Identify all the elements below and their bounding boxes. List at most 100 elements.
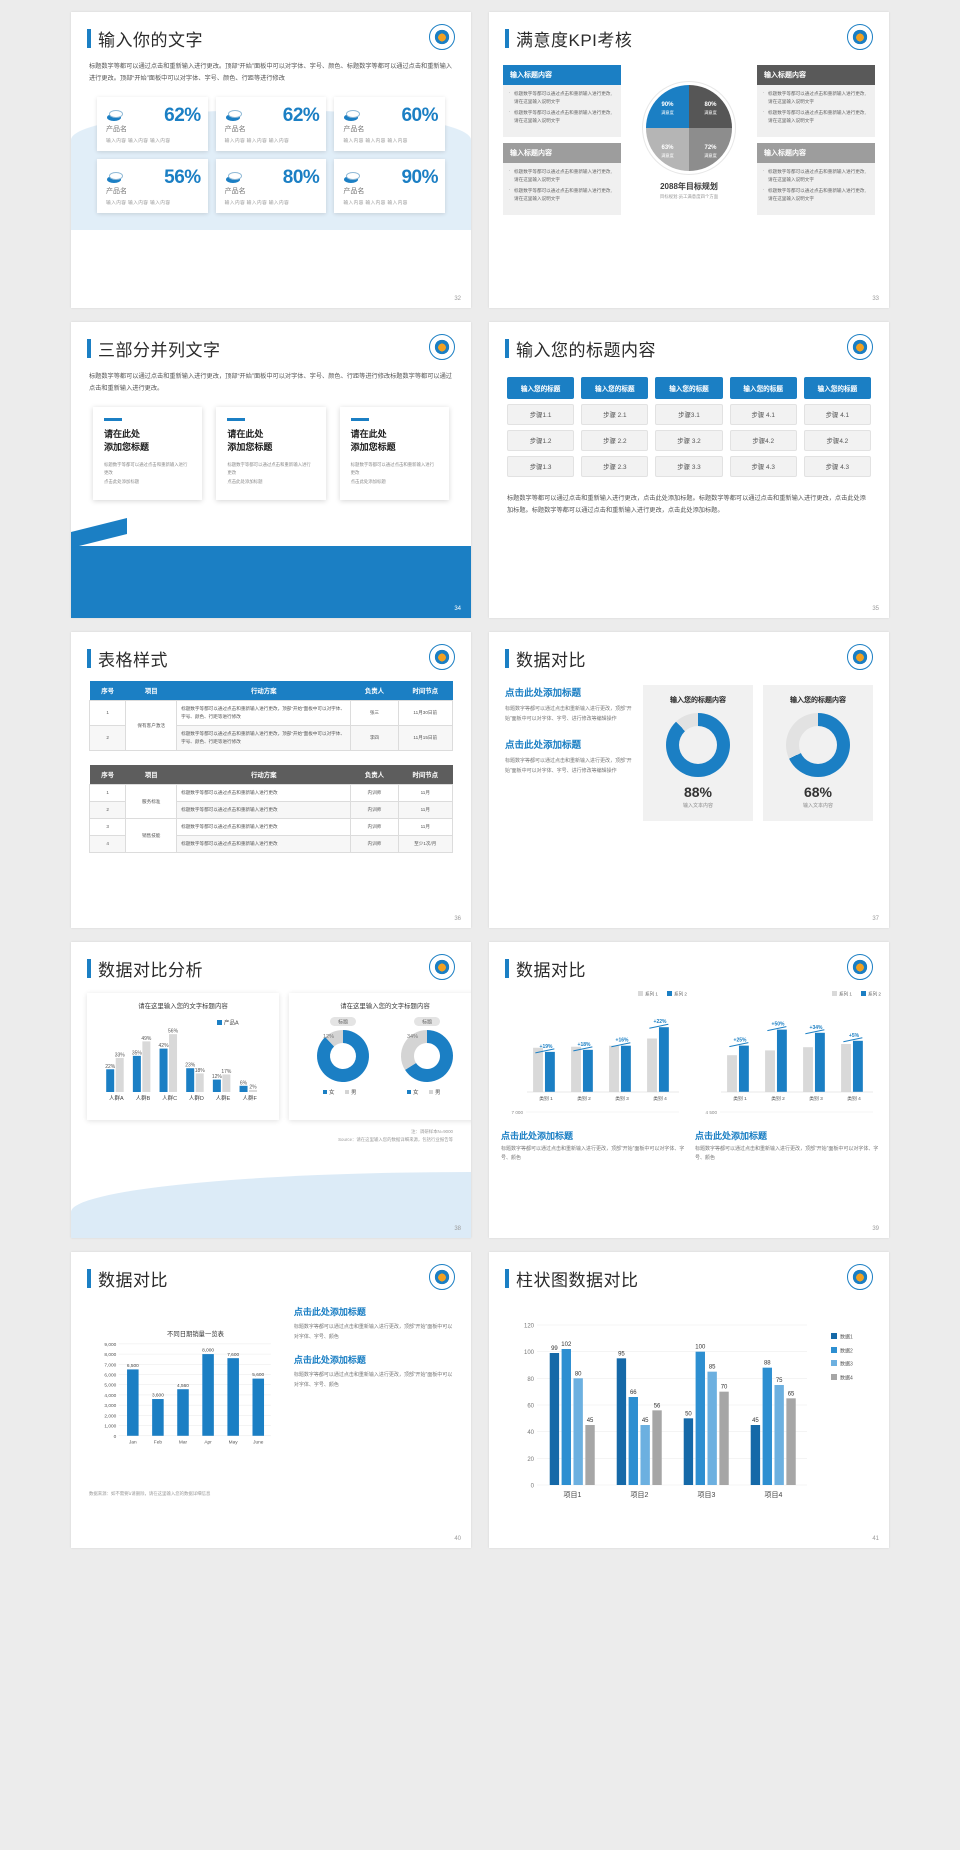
bar-chart-panel: 请在这里输入您的文字标题内容 22% 33% 人群A 35% 49% 人群B 42% 56% 人… (87, 993, 279, 1120)
step-cell[interactable]: 步骤1.2 (507, 430, 575, 451)
svg-text:类别 2: 类别 2 (771, 1095, 785, 1102)
cell-index: 4 (88, 835, 127, 854)
step-cell[interactable]: 步骤1.1 (507, 404, 575, 425)
left-column: 输入标题内容 标题数字等都可以通过点击和重新输入进行更改,请在这里输入说明文字 … (503, 65, 621, 215)
step-cell[interactable]: 步骤4.2 (803, 430, 871, 451)
svg-text:项目2: 项目2 (631, 1491, 649, 1499)
slide-37-title-group: 数据对比 (489, 632, 889, 671)
cell-date: 11月 (397, 801, 454, 820)
step-column-header[interactable]: 输入您的标题 (655, 377, 723, 399)
donut-value: 68% (803, 784, 833, 800)
block-heading[interactable]: 点击此处添加标题 (505, 740, 582, 751)
page-title: 数据对比 (516, 651, 586, 670)
step-cell[interactable]: 步骤4.2 (729, 430, 797, 451)
info-box[interactable]: 输入标题内容 标题数字等都可以通过点击和重新输入进行更改,请在这里输入说明文字 … (757, 65, 875, 137)
step-cell[interactable]: 步骤 2.1 (581, 404, 649, 425)
cell-index: 1 (88, 699, 127, 727)
block-heading[interactable]: 点击此处添加标题 (293, 1355, 366, 1365)
info-box-body: 标题数字等都可以通过点击和重新输入进行更改,请在这里输入说明文字 标题数字等都可… (757, 85, 875, 137)
step-column-header[interactable]: 输入您的标题 (581, 377, 649, 399)
page-number: 39 (872, 1226, 879, 1232)
svg-text:类别 2: 类别 2 (577, 1095, 591, 1102)
block-heading[interactable]: 点击此处添加标题 (505, 688, 582, 699)
pie-quadrant: 80% 满意度 (689, 85, 732, 128)
svg-text:6,500: 6,500 (127, 1363, 139, 1369)
kpi-sub: 输入内容 输入内容 输入内容 (224, 201, 290, 207)
page-number: 32 (454, 296, 461, 302)
chart-caption[interactable]: 点击此处添加标题 (501, 1130, 574, 1141)
page-title: 表格样式 (98, 651, 168, 670)
svg-text:类别 1: 类别 1 (539, 1095, 553, 1102)
svg-text:6%: 6% (240, 1080, 248, 1086)
monthly-sales-bar-chart: 不同日期销量一览表 9,000 8,000 7,000 6,000 5,000 4,000 3… (104, 1329, 271, 1446)
legend-item: 数据3 (831, 1360, 853, 1368)
kpi-percent: 62% (164, 105, 201, 127)
bullet: 标题数字等都可以通过点击和重新输入进行更改,请在这里输入说明文字 (763, 186, 869, 203)
donut-panel: 输入您的标题内容 68% 输入文本内容 (763, 685, 873, 821)
coin-icon (225, 171, 242, 185)
text-card[interactable]: 请在此处 添加您标题 标题数字等都可以通过点击和重新输入进行更改 点击此处添加标… (93, 407, 203, 500)
svg-text:45: 45 (587, 1418, 594, 1424)
kpi-card[interactable]: 60% 产品名 输入内容 输入内容 输入内容 (334, 97, 445, 152)
step-cell[interactable]: 步骤 4.1 (803, 404, 871, 425)
step-cell[interactable]: 步骤 4.1 (729, 404, 797, 425)
coin-icon (343, 109, 361, 123)
step-cell[interactable]: 步骤 3.3 (655, 456, 723, 477)
step-cell[interactable]: 步骤 4.3 (729, 456, 797, 477)
slide-41: 柱状图数据对比 120 100 80 60 40 20 0 99 102 80 45 项目1 95 66 4… (489, 1252, 889, 1548)
info-box[interactable]: 输入标题内容 标题数字等都可以通过点击和重新输入进行更改,请在这里输入说明文字 … (503, 65, 621, 137)
info-box-header: 输入标题内容 (503, 65, 621, 85)
chart-caption[interactable]: 点击此处添加标题 (695, 1130, 768, 1141)
step-cell[interactable]: 步骤 2.2 (581, 430, 649, 451)
svg-text:人群F: 人群F (242, 1094, 257, 1102)
donut-chart (666, 713, 730, 777)
kpi-card[interactable]: 90% 产品名 输入内容 输入内容 输入内容 (334, 159, 445, 214)
kpi-name: 产品名 (106, 126, 127, 134)
step-column-header[interactable]: 输入您的标题 (803, 377, 871, 399)
text-card[interactable]: 请在此处 添加您标题 标题数字等都可以通过点击和重新输入进行更改 点击此处添加标… (216, 407, 326, 500)
svg-text:8,000: 8,000 (104, 1352, 116, 1358)
table-row[interactable]: 3 销售技能 标题数字等都可以通过点击和重新输入进行更改 内训师 11月 (88, 818, 454, 854)
kpi-card[interactable]: 62% 产品名 输入内容 输入内容 输入内容 (215, 97, 327, 152)
svg-text:女: 女 (413, 1088, 419, 1096)
cell-date: 11月15日前 (397, 725, 454, 752)
card-accent-dash (350, 418, 369, 421)
brand-logo-icon (847, 954, 873, 980)
text-card[interactable]: 请在此处 添加您标题 标题数字等都可以通过点击和重新输入进行更改 点击此处添加标… (339, 407, 449, 500)
step-cell[interactable]: 步骤 3.2 (655, 430, 723, 451)
kpi-card[interactable]: 56% 产品名 输入内容 输入内容 输入内容 (97, 159, 208, 214)
title-accent-bar (87, 339, 91, 358)
svg-text:May: May (229, 1440, 239, 1446)
cell-owner: 内训师 (350, 784, 399, 803)
kpi-card[interactable]: 80% 产品名 输入内容 输入内容 输入内容 (215, 159, 327, 214)
slide-34: 三部分并列文字 标题数字等都可以通过点击和重新输入进行更改，顶部“开始”面板中可… (71, 322, 471, 618)
table-row[interactable]: 2 标题数字等都可以通过点击和重新输入进行更改 内训师 11月 (88, 801, 454, 820)
info-box-body: 标题数字等都可以通过点击和重新输入进行更改,请在这里输入说明文字 标题数字等都可… (757, 163, 875, 215)
svg-text:人群D: 人群D (189, 1094, 204, 1102)
table-row[interactable]: 4 标题数字等都可以通过点击和重新输入进行更改 内训师 至少1次/月 (88, 835, 454, 854)
brand-logo-icon (847, 644, 873, 670)
table-row[interactable]: 1 服务标准 标题数字等都可以通过点击和重新输入进行更改 内训师 11月 (88, 784, 454, 820)
step-column-header[interactable]: 输入您的标题 (729, 377, 797, 399)
step-column-header[interactable]: 输入您的标题 (507, 377, 575, 399)
svg-text:9,000: 9,000 (104, 1342, 116, 1348)
svg-text:男: 男 (435, 1089, 441, 1096)
step-cell[interactable]: 步骤3.1 (655, 404, 723, 425)
donut-chart (786, 713, 850, 777)
info-box[interactable]: 输入标题内容 标题数字等都可以通过点击和重新输入进行更改,请在这里输入说明文字 … (757, 143, 875, 215)
legend-item: 数据2 (831, 1346, 853, 1354)
kpi-card[interactable]: 62% 产品名 输入内容 输入内容 输入内容 (97, 97, 208, 152)
block-heading[interactable]: 点击此处添加标题 (293, 1307, 366, 1317)
svg-text:60: 60 (527, 1404, 534, 1410)
title-accent-bar (87, 29, 91, 48)
cell-plan: 标题数字等都可以通过点击和重新输入进行更改 (176, 784, 352, 803)
bullet: 标题数字等都可以通过点击和重新输入进行更改,请在这里输入说明文字 (763, 167, 869, 184)
pie-subcaption: 目标规划:员工满意度四个方面 (659, 194, 719, 199)
info-box[interactable]: 输入标题内容 标题数字等都可以通过点击和重新输入进行更改,请在这里输入说明文字 … (503, 143, 621, 215)
step-cell[interactable]: 步骤 4.3 (803, 456, 871, 477)
table-row[interactable]: 1 保有客户激活 标题数字等都可以通过点击和重新输入进行更改，顶部“开始”面板中… (88, 699, 454, 752)
step-cell[interactable]: 步骤 2.3 (581, 456, 649, 477)
cell-index: 1 (88, 784, 127, 803)
step-cell[interactable]: 步骤1.3 (507, 456, 575, 477)
